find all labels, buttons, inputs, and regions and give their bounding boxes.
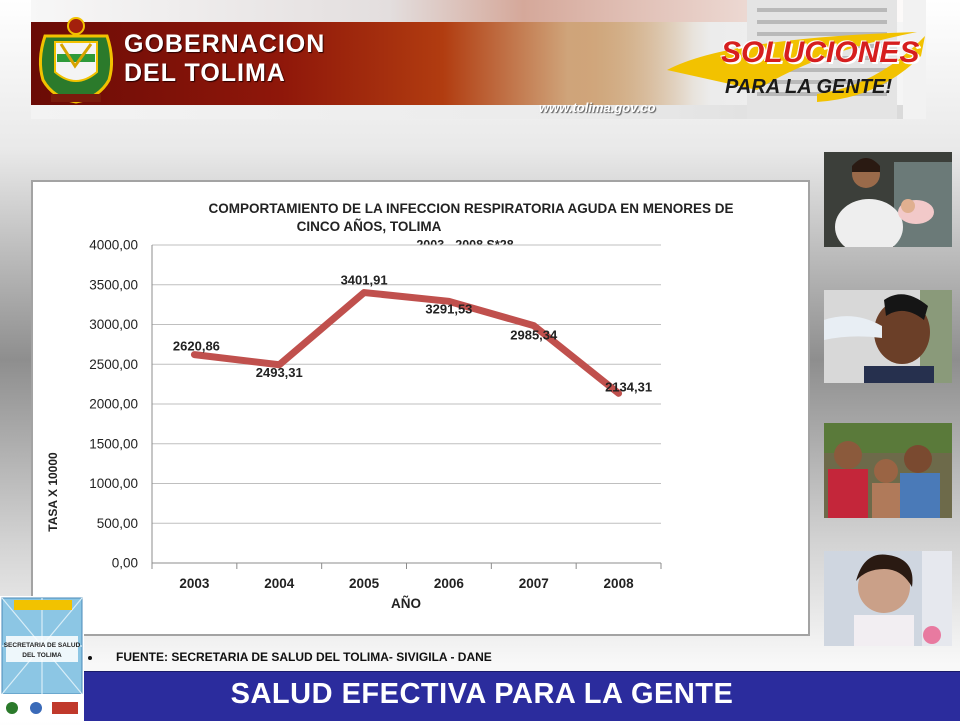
tolima-crest-logo: [38, 17, 114, 104]
footer-slogan: SALUD EFECTIVA PARA LA GENTE: [230, 678, 734, 710]
photo-child-vaccination: [824, 290, 952, 385]
data-label: 3401,91: [341, 273, 388, 288]
data-label: 2134,31: [605, 379, 652, 394]
slogan-para-la-gente: PARA LA GENTE!: [725, 76, 893, 98]
source-text: FUENTE: SECRETARIA DE SALUD DEL TOLIMA- …: [116, 650, 492, 664]
data-label: 2985,34: [510, 328, 558, 343]
series-line: [190, 289, 623, 397]
x-tick-label: 2006: [434, 576, 465, 591]
x-tick-label: 2008: [604, 576, 635, 591]
y-tick-label: 4000,00: [89, 238, 138, 253]
chart-title-line2: CINCO AÑOS, TOLIMA: [297, 219, 442, 234]
x-axis-label: AÑO: [391, 596, 421, 611]
data-label: 3291,53: [425, 301, 472, 316]
y-axis-label: TASA X 10000: [46, 452, 60, 532]
y-tick-label: 500,00: [97, 516, 138, 531]
x-tick-label: 2005: [349, 576, 380, 591]
data-label: 2620,86: [173, 339, 220, 354]
x-tick-label: 2004: [264, 576, 295, 591]
banner-title-line1: GOBERNACION: [124, 30, 326, 58]
bullet-icon: [88, 655, 92, 660]
plot-area: 0,00 500,00 1000,00 1500,00 2000,00 2500,00 30…: [89, 238, 662, 591]
chart-container: COMPORTAMIENTO DE LA INFECCION RESPIRATO…: [31, 180, 810, 636]
y-tick-label: 3000,00: [89, 317, 138, 332]
slogan-soluciones: SOLUCIONES: [721, 36, 920, 69]
building-image: [747, 0, 926, 119]
y-tick-label: 2000,00: [89, 397, 138, 412]
secretaria-salud-logo: SECRETARIA DE SALUD DEL TOLIMA: [0, 596, 84, 720]
line-chart: COMPORTAMIENTO DE LA INFECCION RESPIRATO…: [46, 201, 734, 611]
secretaria-logo-text-line1: SECRETARIA DE SALUD: [4, 642, 81, 649]
source-note: FUENTE: SECRETARIA DE SALUD DEL TOLIMA- …: [88, 650, 492, 664]
secretaria-logo-text-line2: DEL TOLIMA: [22, 652, 62, 659]
y-tick-label: 2500,00: [89, 357, 138, 372]
y-tick-label: 1000,00: [89, 476, 138, 491]
header-banner: GOBERNACION DEL TOLIMA SOLUCIONES PARA L…: [31, 0, 926, 119]
photo-mother-and-baby: [824, 152, 952, 247]
data-label: 2493,31: [256, 365, 303, 380]
banner-top-stripe: [31, 0, 926, 22]
banner-title: GOBERNACION DEL TOLIMA: [124, 30, 325, 88]
y-tick-label: 1500,00: [89, 436, 138, 451]
footer-banner: SALUD EFECTIVA PARA LA GENTE: [84, 671, 960, 721]
banner-title-line2: DEL TOLIMA: [124, 59, 286, 87]
y-tick-label: 0,00: [112, 556, 138, 571]
x-tick-label: 2003: [179, 576, 210, 591]
photo-three-children: [824, 423, 952, 518]
photo-smiling-child: [824, 551, 952, 646]
soluciones-swoosh-icon: [667, 32, 925, 102]
website-url: www.tolima.gov.co: [539, 100, 656, 115]
banner-bottom-stripe: [31, 105, 926, 119]
y-tick-label: 3500,00: [89, 277, 138, 292]
chart-title-line1: COMPORTAMIENTO DE LA INFECCION RESPIRATO…: [208, 201, 733, 216]
x-tick-label: 2007: [519, 576, 549, 591]
